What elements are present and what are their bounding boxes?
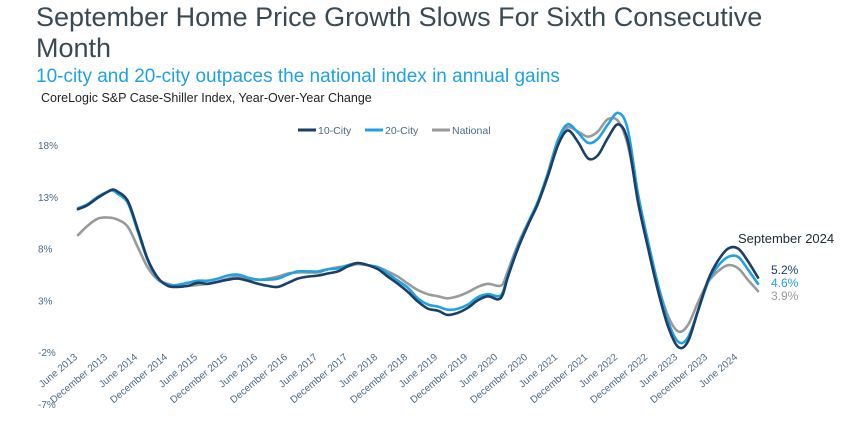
series-line-10-city xyxy=(76,123,760,350)
series-line-20-city xyxy=(76,111,760,345)
end-value-label-national: 3.9% xyxy=(771,289,799,303)
end-value-label-20-city: 4.6% xyxy=(771,276,799,290)
y-tick-label: 8% xyxy=(38,245,53,256)
chart-source-label: CoreLogic S&P Case-Shiller Index, Year-O… xyxy=(41,91,372,105)
legend-label-20-city: 20-City xyxy=(385,125,419,137)
chart-subtitle: 10-city and 20-city outpaces the nationa… xyxy=(36,66,560,87)
annotation-september-2024: September 2024 xyxy=(738,231,834,246)
y-tick-label: 18% xyxy=(38,141,58,152)
legend-label-10-city: 10-City xyxy=(318,125,352,137)
legend-label-national: National xyxy=(452,125,491,137)
y-tick-label: -7% xyxy=(38,400,56,411)
y-tick-label: -2% xyxy=(38,348,56,359)
y-tick-label: 13% xyxy=(38,193,58,204)
chart-title: September Home Price Growth Slows For Si… xyxy=(36,2,763,63)
y-tick-label: 3% xyxy=(38,296,53,307)
end-value-label-10-city: 5.2% xyxy=(771,263,799,277)
